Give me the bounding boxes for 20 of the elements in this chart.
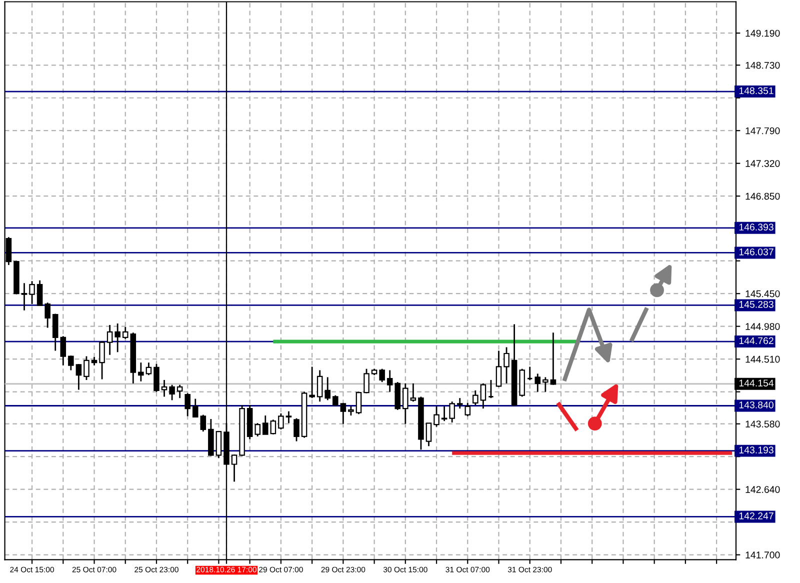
ref-line-label: 144.762 <box>739 337 774 344</box>
ref-line-label: 142.247 <box>739 512 774 520</box>
y-tick-label: 147.320 <box>746 160 780 167</box>
ref-line-label: 144.154 <box>739 380 774 386</box>
ref-line-label: 143.193 <box>739 446 774 454</box>
y-tick-label: 144.510 <box>746 356 780 363</box>
y-tick-label: 149.190 <box>746 30 780 37</box>
y-tick-label: 147.790 <box>746 127 780 134</box>
ref-line-label: 146.037 <box>739 248 774 256</box>
ref-line-label: 145.283 <box>739 300 774 308</box>
ref-line-label: 143.840 <box>739 401 774 408</box>
y-tick-label: 148.730 <box>746 62 780 69</box>
y-tick-label: 144.980 <box>746 323 780 330</box>
y-tick-label: 145.450 <box>746 290 780 298</box>
y-tick-label: 143.580 <box>746 420 780 428</box>
ref-line-label: 148.351 <box>739 87 774 94</box>
y-tick-label: 146.850 <box>746 192 780 200</box>
y-tick-label: 142.640 <box>746 486 780 493</box>
y-tick-label: 141.700 <box>746 552 780 558</box>
ref-line-label: 146.393 <box>739 224 774 231</box>
